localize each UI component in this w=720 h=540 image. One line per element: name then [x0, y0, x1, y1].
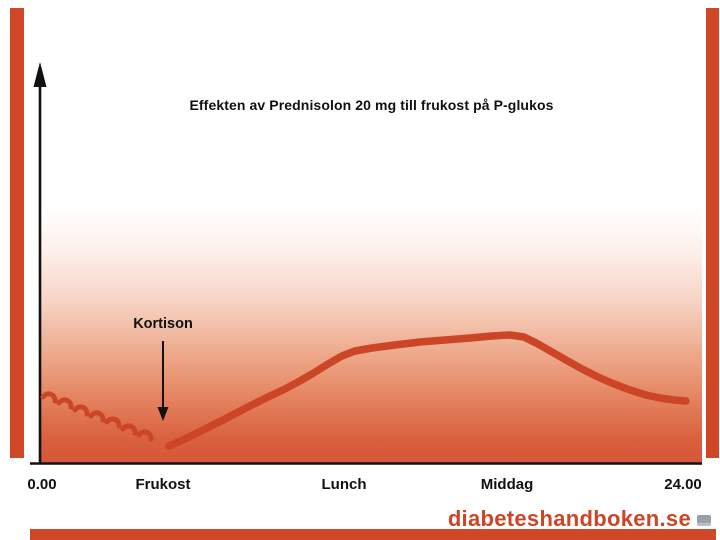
x-tick-0000: 0.00 — [27, 476, 57, 493]
website-name: diabeteshandboken.se — [447, 506, 691, 529]
kortison-annotation-label: Kortison — [133, 316, 193, 332]
right-accent-bar — [706, 8, 719, 458]
plot-gradient-background — [41, 66, 702, 463]
left-accent-bar — [10, 8, 24, 458]
x-tick-2400: 24.00 — [664, 476, 702, 493]
x-tick-middag: Middag — [480, 476, 534, 493]
bottom-accent-bar — [30, 529, 716, 540]
x-tick-lunch: Lunch — [321, 476, 367, 493]
footer-icon — [697, 515, 711, 526]
chart-title: Effekten av Prednisolon 20 mg till fruko… — [189, 97, 554, 113]
x-tick-frukost: Frukost — [135, 476, 191, 493]
